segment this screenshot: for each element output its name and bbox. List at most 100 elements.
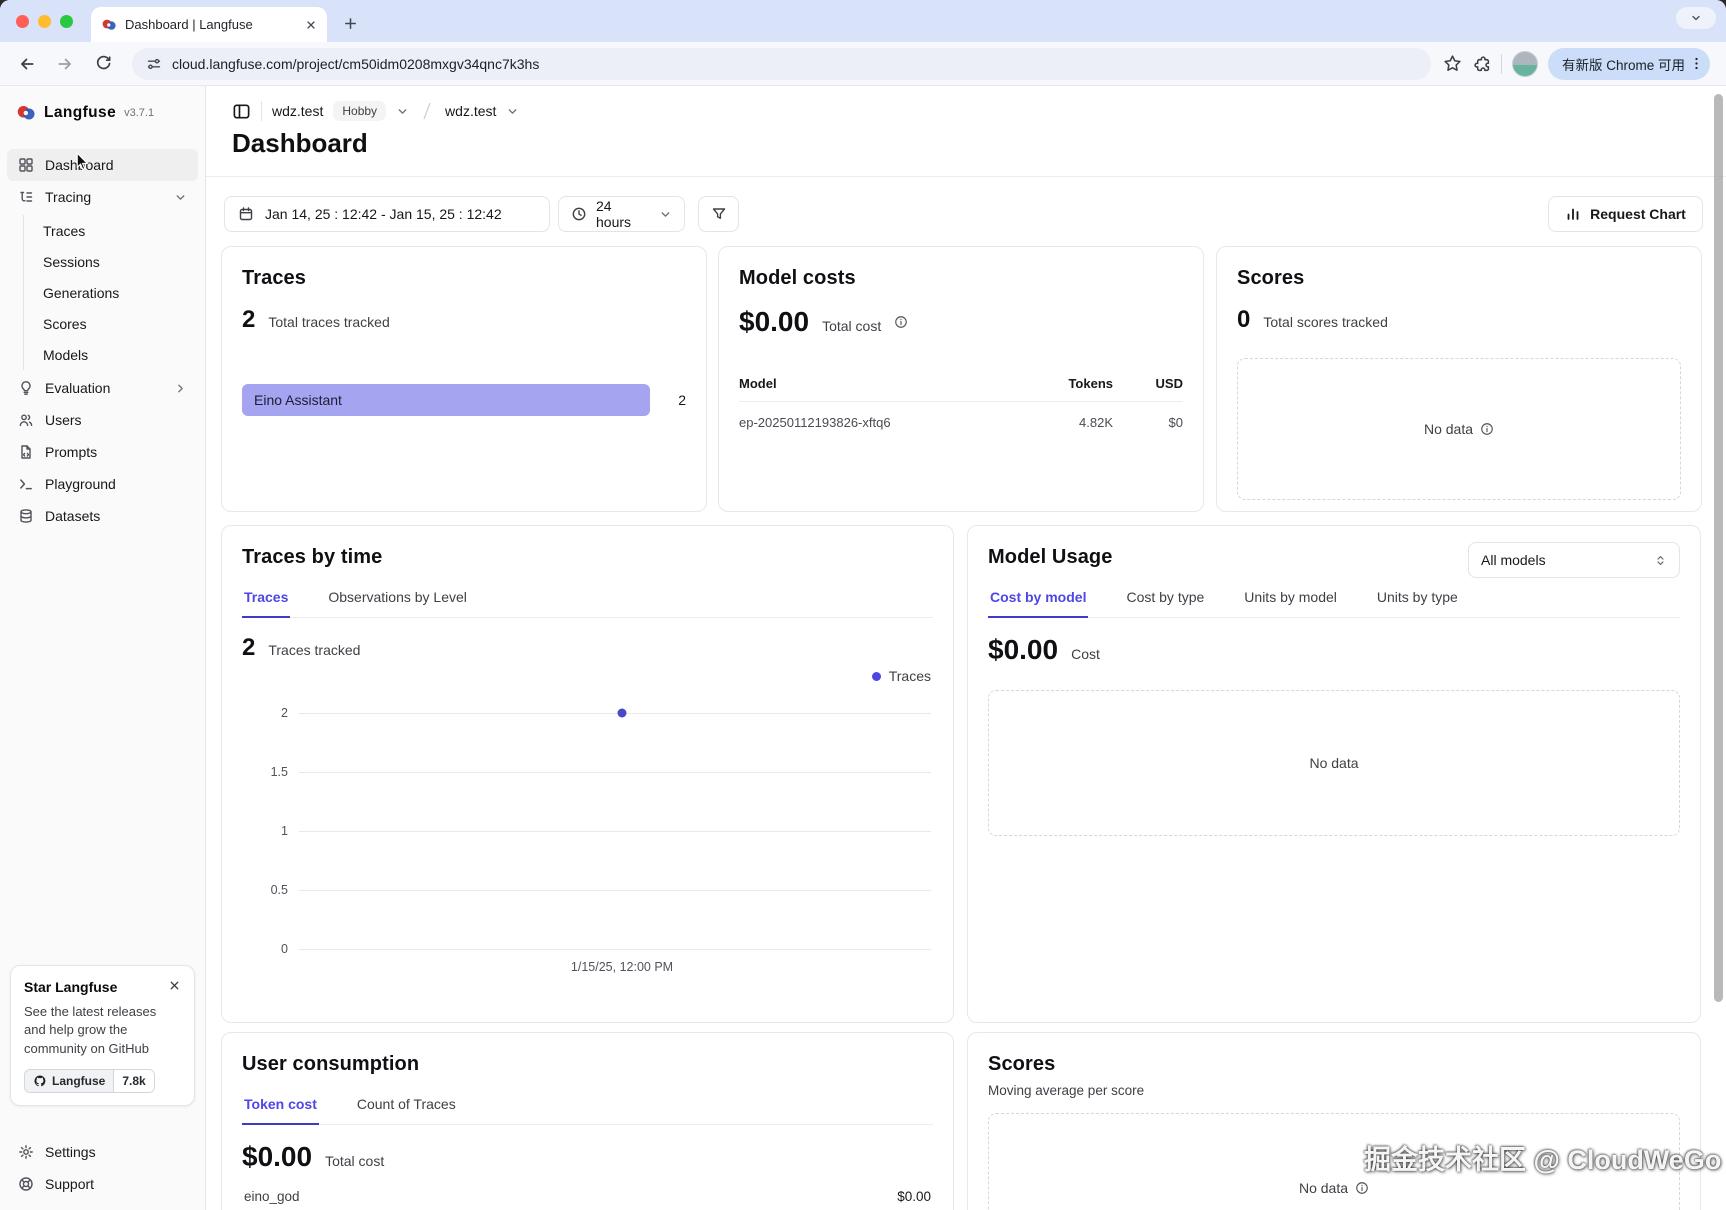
sidebar-item-evaluation[interactable]: Evaluation <box>7 372 198 404</box>
app-version: v3.7.1 <box>124 107 155 119</box>
plan-badge: Hobby <box>333 101 387 121</box>
card-title: User consumption <box>242 1053 420 1075</box>
star-langfuse-card: Star Langfuse See the latest releases an… <box>10 964 195 1106</box>
trace-name-bar-row: Eino Assistant 2 <box>242 384 686 416</box>
bookmark-star-icon[interactable] <box>1443 54 1462 73</box>
tab-observations-by-level[interactable]: Observations by Level <box>328 589 467 605</box>
chevron-down-icon <box>174 191 187 204</box>
prompts-file-icon <box>18 444 34 460</box>
page-scrollbar-thumb[interactable] <box>1714 94 1723 1002</box>
gridline <box>299 949 931 950</box>
github-star-badge[interactable]: Langfuse 7.8k <box>24 1069 155 1093</box>
extensions-puzzle-icon[interactable] <box>1472 54 1491 73</box>
card-title: Model Usage <box>988 546 1113 568</box>
browser-tab[interactable]: Dashboard | Langfuse <box>91 7 327 42</box>
chevron-down-icon <box>659 208 672 221</box>
breadcrumb: wdz.test Hobby wdz.test <box>232 101 519 121</box>
new-tab-button[interactable] <box>335 8 365 38</box>
usd-cell: $0 <box>1168 415 1183 430</box>
profile-avatar[interactable] <box>1511 50 1538 77</box>
tab-traces[interactable]: Traces <box>242 581 291 618</box>
sidebar-item-models[interactable]: Models <box>24 339 198 370</box>
sidebar-item-users[interactable]: Users <box>7 404 198 436</box>
date-range-picker[interactable]: Jan 14, 25 : 12:42 - Jan 15, 25 : 12:42 <box>224 196 550 232</box>
tab-search-button[interactable] <box>1676 7 1716 29</box>
breadcrumb-slash-icon <box>419 101 435 121</box>
card-title: Scores <box>988 1053 1056 1075</box>
tab-count-of-traces[interactable]: Count of Traces <box>356 1096 456 1112</box>
user-cost: $0.00 <box>897 1189 931 1204</box>
sidebar-item-dashboard[interactable]: Dashboard <box>7 149 198 181</box>
tracing-subnav: Traces Sessions Generations Scores Model… <box>23 215 198 370</box>
url-address-bar[interactable]: cloud.langfuse.com/project/cm50idm0208mx… <box>132 47 1431 80</box>
project-switcher-chevron-icon[interactable] <box>506 105 519 118</box>
trace-bar-value: 2 <box>678 392 686 408</box>
gridline <box>299 713 931 714</box>
sidebar-item-playground[interactable]: Playground <box>7 468 198 500</box>
close-icon[interactable] <box>168 979 181 992</box>
filter-button[interactable] <box>698 196 739 232</box>
no-data-label: No data <box>1298 1180 1349 1196</box>
scores-card: Scores 0 Total scores tracked No data <box>1216 246 1702 512</box>
bar-chart-icon <box>1565 206 1581 222</box>
minimize-window-button[interactable] <box>38 14 51 28</box>
github-repo-label: Langfuse <box>52 1074 106 1088</box>
site-settings-icon[interactable] <box>146 56 162 72</box>
scores-empty-state: No data <box>1237 358 1681 500</box>
y-tick-label: 0.5 <box>270 883 288 897</box>
tab-token-cost[interactable]: Token cost <box>242 1088 319 1125</box>
info-icon[interactable] <box>894 315 908 329</box>
reload-icon[interactable] <box>86 47 120 81</box>
sidebar-item-label: Dashboard <box>45 157 114 173</box>
back-icon[interactable] <box>10 47 44 81</box>
chrome-update-label: 有新版 Chrome 可用 <box>1561 57 1685 73</box>
tab-cost-by-model[interactable]: Cost by model <box>988 581 1089 618</box>
sidebar-item-sessions[interactable]: Sessions <box>24 246 198 277</box>
traces-tracked-caption: Traces tracked <box>268 642 361 658</box>
tab-units-by-model[interactable]: Units by model <box>1244 589 1337 605</box>
tab-title: Dashboard | Langfuse <box>125 17 253 32</box>
card-title: Traces by time <box>242 546 383 568</box>
info-icon[interactable] <box>1480 422 1494 436</box>
langfuse-app: Langfuse v3.7.1 Dashboard Tracing <box>0 86 1726 1210</box>
traces-card: Traces 2 Total traces tracked Eino Assis… <box>221 246 707 512</box>
time-window-select[interactable]: 24 hours <box>558 196 685 232</box>
org-name[interactable]: wdz.test <box>272 103 324 119</box>
sidebar-item-datasets[interactable]: Datasets <box>7 500 198 532</box>
scores-empty-state: No data <box>988 1113 1680 1210</box>
chrome-update-button[interactable]: 有新版 Chrome 可用 <box>1547 47 1710 80</box>
sidebar-item-label: Tracing <box>45 189 92 205</box>
scores-moving-average-card: Scores Moving average per score No data <box>967 1032 1701 1210</box>
sidebar-item-settings[interactable]: Settings <box>7 1136 198 1168</box>
sidebar-item-generations[interactable]: Generations <box>24 277 198 308</box>
dashboard-grid-icon <box>18 157 34 173</box>
sidebar-toggle-icon[interactable] <box>232 102 251 121</box>
model-selector[interactable]: All models <box>1468 542 1680 578</box>
sidebar-item-scores[interactable]: Scores <box>24 308 198 339</box>
chevron-up-down-icon <box>1654 554 1667 567</box>
column-header: Model <box>739 376 777 391</box>
langfuse-logo-icon <box>16 103 36 123</box>
project-name[interactable]: wdz.test <box>445 103 497 119</box>
kebab-menu-icon[interactable] <box>1689 56 1704 71</box>
info-icon[interactable] <box>1355 1181 1369 1195</box>
close-window-button[interactable] <box>16 14 29 28</box>
legend-label: Traces <box>888 668 931 684</box>
tab-units-by-type[interactable]: Units by type <box>1376 589 1458 605</box>
gear-icon <box>18 1144 34 1160</box>
sidebar-item-support[interactable]: Support <box>7 1168 198 1200</box>
sidebar-item-tracing[interactable]: Tracing <box>7 181 198 213</box>
github-star-count: 7.8k <box>114 1070 154 1092</box>
org-switcher-chevron-icon[interactable] <box>396 105 409 118</box>
y-tick-label: 2 <box>281 706 288 720</box>
header-divider <box>206 176 1726 177</box>
zoom-window-button[interactable] <box>60 14 73 28</box>
forward-icon[interactable] <box>48 47 82 81</box>
sidebar-item-prompts[interactable]: Prompts <box>7 436 198 468</box>
sidebar-item-traces[interactable]: Traces <box>24 215 198 246</box>
request-chart-button[interactable]: Request Chart <box>1548 196 1703 232</box>
tab-cost-by-type[interactable]: Cost by type <box>1126 589 1205 605</box>
model-usage-card: Model Usage All models Cost by model Cos… <box>967 525 1701 1023</box>
tab-close-icon[interactable] <box>305 19 317 31</box>
